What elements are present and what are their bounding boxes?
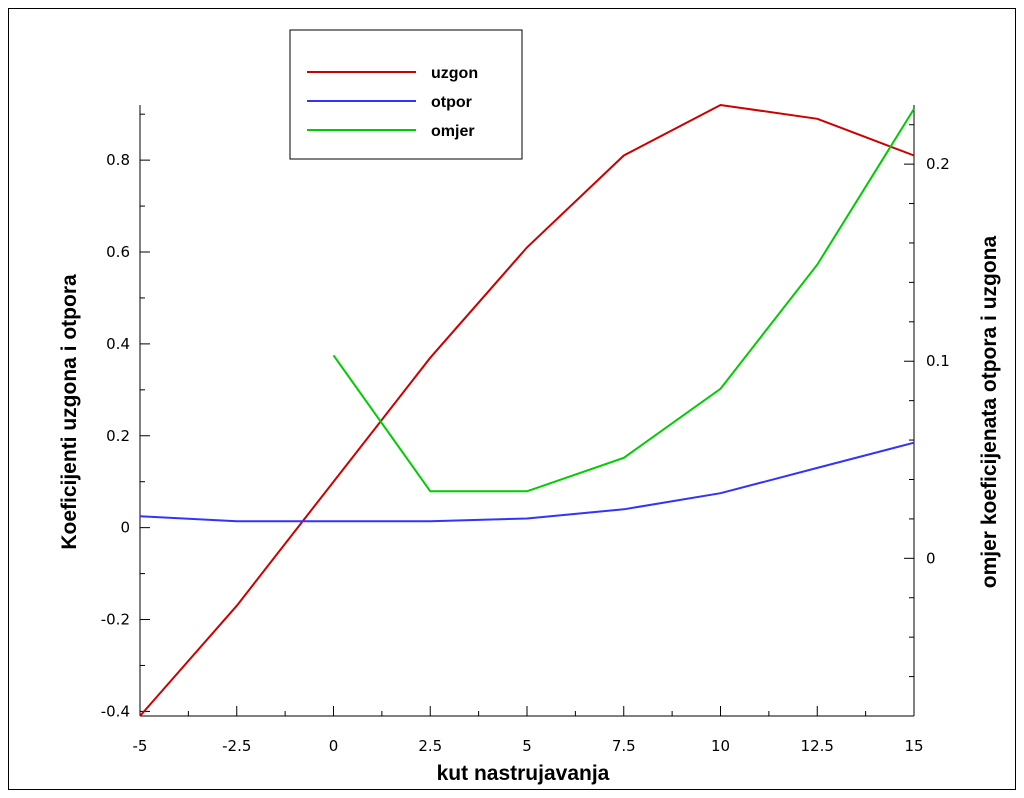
y2-tick-label: 0.1 bbox=[926, 352, 950, 370]
legend-label-omjer: omjer bbox=[431, 123, 475, 140]
y2-tick-label: 0 bbox=[926, 549, 936, 567]
axes: -5 -2.5 0 2.5 5 7.5 10 12.5 15 -0.4 -0.2 0 0.2 0.4 0.6… bbox=[101, 105, 950, 755]
x-tick-label: 10 bbox=[711, 737, 730, 755]
x-tick-label: 7.5 bbox=[612, 737, 636, 755]
y-tick-label: 0.8 bbox=[106, 151, 130, 169]
series-line-omjer bbox=[332, 108, 915, 493]
x-tick-label: 2.5 bbox=[418, 737, 442, 755]
y-tick-label: -0.4 bbox=[101, 702, 130, 720]
y-tick-label: -0.2 bbox=[101, 611, 130, 629]
x-tick-label: 12.5 bbox=[801, 737, 834, 755]
y-axis-title: Koeficijenti uzgona i otpora bbox=[58, 274, 81, 550]
y-tick-label: 0 bbox=[120, 519, 130, 537]
x-tick-label: 0 bbox=[329, 737, 339, 755]
y-tick-label: 0.6 bbox=[106, 243, 130, 261]
y-tick-label: 0.4 bbox=[106, 335, 130, 353]
x-tick-label: -5 bbox=[133, 737, 148, 755]
series-line-uzgon bbox=[139, 103, 915, 717]
legend-box bbox=[289, 29, 523, 160]
legend-label-otpor: otpor bbox=[431, 94, 472, 111]
series-layer bbox=[139, 103, 915, 717]
legend-label-uzgon: uzgon bbox=[431, 65, 478, 82]
x-axis-title: kut nastrujavanja bbox=[437, 762, 610, 785]
x-tick-label: 5 bbox=[522, 737, 532, 755]
x-tick-label: 15 bbox=[904, 737, 923, 755]
x-tick-label: -2.5 bbox=[222, 737, 251, 755]
y2-tick-label: 0.2 bbox=[926, 155, 950, 173]
y2-axis-title: omjer koeficijenata otpora i uzgona bbox=[978, 235, 1001, 588]
series-line-otpor bbox=[139, 441, 915, 523]
y-tick-label: 0.2 bbox=[106, 427, 130, 445]
legend: uzgon otpor omjer bbox=[289, 29, 523, 160]
